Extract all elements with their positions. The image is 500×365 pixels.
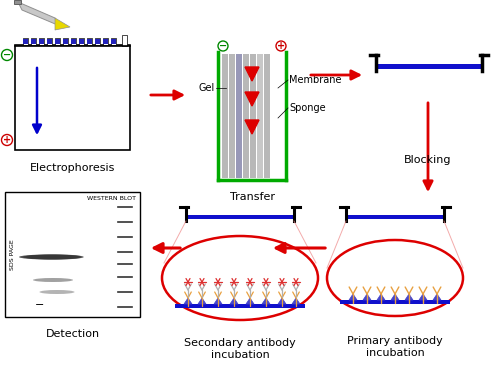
Bar xyxy=(95,38,100,45)
Polygon shape xyxy=(363,294,371,300)
Polygon shape xyxy=(292,298,300,304)
Ellipse shape xyxy=(26,254,84,260)
Text: +: + xyxy=(3,135,11,145)
Bar xyxy=(377,64,481,69)
Bar xyxy=(80,38,84,44)
Polygon shape xyxy=(349,294,357,300)
Bar xyxy=(347,215,443,219)
Bar xyxy=(243,54,249,178)
Polygon shape xyxy=(18,2,60,26)
Bar xyxy=(14,0,21,4)
Bar xyxy=(56,38,60,44)
Ellipse shape xyxy=(23,254,83,260)
Bar xyxy=(5,192,140,317)
Text: Detection: Detection xyxy=(46,329,100,339)
Bar xyxy=(103,38,108,45)
Bar xyxy=(31,38,36,45)
Text: −: − xyxy=(3,50,11,60)
Text: Transfer: Transfer xyxy=(230,192,274,202)
Bar xyxy=(112,38,116,44)
Polygon shape xyxy=(377,294,385,300)
Text: Secondary antibody
incubation: Secondary antibody incubation xyxy=(184,338,296,360)
Text: +: + xyxy=(277,41,285,51)
Polygon shape xyxy=(245,92,259,106)
Text: Sponge: Sponge xyxy=(289,103,326,113)
Text: Electrophoresis: Electrophoresis xyxy=(30,163,115,173)
Text: Blocking: Blocking xyxy=(404,155,452,165)
Ellipse shape xyxy=(19,254,81,260)
Ellipse shape xyxy=(33,278,73,282)
Text: Membrane: Membrane xyxy=(289,75,342,85)
Text: −: − xyxy=(219,41,227,51)
Bar xyxy=(122,35,127,46)
Bar xyxy=(104,38,108,44)
Polygon shape xyxy=(262,298,270,304)
Text: Gel: Gel xyxy=(199,83,215,93)
Bar xyxy=(222,54,228,178)
Polygon shape xyxy=(184,298,192,304)
Bar xyxy=(23,38,28,45)
Bar xyxy=(63,38,68,45)
Bar xyxy=(48,38,52,44)
Bar xyxy=(250,54,256,178)
Bar xyxy=(175,304,305,308)
Bar xyxy=(47,38,52,45)
Bar xyxy=(15,45,130,150)
Ellipse shape xyxy=(40,290,74,294)
Polygon shape xyxy=(214,298,222,304)
Bar xyxy=(40,38,44,44)
Polygon shape xyxy=(246,298,254,304)
Polygon shape xyxy=(245,120,259,134)
Polygon shape xyxy=(245,67,259,81)
Bar xyxy=(111,38,116,45)
Polygon shape xyxy=(419,294,427,300)
Bar xyxy=(24,38,28,44)
Bar xyxy=(72,38,76,44)
Bar xyxy=(88,38,92,44)
Polygon shape xyxy=(278,298,286,304)
Bar xyxy=(257,54,263,178)
Bar xyxy=(96,38,100,44)
Bar xyxy=(236,54,242,178)
Bar xyxy=(39,38,44,45)
Bar xyxy=(79,38,84,45)
Polygon shape xyxy=(391,294,399,300)
Bar xyxy=(187,215,293,219)
Text: Primary antibody
incubation: Primary antibody incubation xyxy=(347,336,443,358)
Polygon shape xyxy=(405,294,413,300)
Text: SDS PAGE: SDS PAGE xyxy=(10,239,14,270)
Polygon shape xyxy=(433,294,441,300)
Bar xyxy=(340,300,450,304)
Polygon shape xyxy=(198,298,206,304)
Polygon shape xyxy=(55,18,70,30)
Text: −: − xyxy=(35,300,44,310)
Text: WESTERN BLOT: WESTERN BLOT xyxy=(87,196,136,201)
Bar xyxy=(64,38,68,44)
Polygon shape xyxy=(23,299,33,309)
Bar xyxy=(71,38,76,45)
Bar xyxy=(264,54,270,178)
Bar xyxy=(32,38,36,44)
Bar xyxy=(229,54,235,178)
Bar xyxy=(87,38,92,45)
Bar xyxy=(55,38,60,45)
Polygon shape xyxy=(230,298,238,304)
